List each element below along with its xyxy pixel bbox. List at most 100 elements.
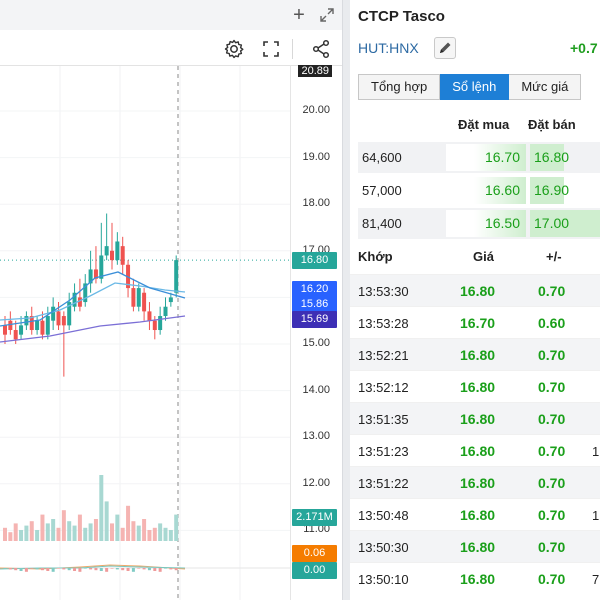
symbol-link[interactable]: HUT:HNX	[358, 40, 419, 56]
candle-body	[35, 321, 39, 330]
volume-bar	[169, 530, 173, 541]
volume-label: 2.171M	[292, 509, 337, 526]
add-icon[interactable]: +	[288, 3, 310, 27]
macd-histogram-bar	[148, 568, 151, 570]
orderbook-header-sell: Đặt bán	[528, 117, 576, 132]
volume-bar	[14, 523, 18, 541]
candle-body	[115, 241, 119, 260]
trade-time: 13:50:30	[358, 540, 409, 555]
fullscreen-icon[interactable]	[259, 37, 283, 61]
trade-row[interactable]: 13:50:10 16.80 0.70 7	[350, 562, 600, 594]
expand-icon[interactable]	[316, 3, 338, 27]
candle-body	[62, 316, 66, 325]
trade-row[interactable]: 13:53:28 16.70 0.60	[350, 306, 600, 338]
tab-2[interactable]: Mức giá	[509, 74, 581, 100]
trade-time: 13:52:21	[358, 348, 409, 363]
candle-body	[57, 311, 61, 325]
macd-histogram-bar	[14, 568, 17, 570]
price-tick-label: 12.00	[302, 477, 330, 489]
edit-symbol-button[interactable]	[434, 37, 456, 59]
trade-change: 0.70	[538, 443, 565, 459]
candle-body	[137, 288, 141, 307]
volume-bar	[57, 528, 61, 541]
macd-histogram-bar	[41, 568, 44, 570]
trade-row[interactable]: 13:53:30 16.80 0.70	[350, 274, 600, 306]
trade-row[interactable]: 13:51:23 16.80 0.70 1	[350, 434, 600, 466]
chart-pane[interactable]: +	[0, 0, 342, 600]
ma-value-label: 15.69	[292, 311, 337, 328]
settings-gear-icon[interactable]	[222, 37, 246, 61]
pane-divider[interactable]	[342, 0, 350, 600]
macd-histogram-bar	[4, 568, 7, 569]
orderbook-row[interactable]: 57,000 16.60 16.90	[358, 175, 600, 206]
macd-histogram-bar	[105, 568, 108, 572]
trade-time: 13:53:28	[358, 316, 409, 331]
macd-histogram-bar	[36, 568, 39, 569]
macd-histogram-bar	[116, 568, 119, 569]
candle-body	[153, 321, 157, 330]
price-change: +0.7	[570, 40, 598, 56]
trade-row[interactable]: 13:51:35 16.80 0.70	[350, 402, 600, 434]
orderbook-sell-price: 16.90	[530, 177, 600, 204]
candle-body	[3, 325, 7, 334]
orderbook-sell-price: 17.00	[530, 210, 600, 237]
trade-row[interactable]: 13:52:21 16.80 0.70	[350, 338, 600, 370]
candle-body	[99, 255, 103, 278]
trade-time: 13:50:10	[358, 572, 409, 587]
orderbook-buy-price: 16.70	[446, 144, 526, 171]
orderbook-header-buy: Đặt mua	[458, 117, 509, 132]
volume-bar	[19, 530, 23, 541]
trade-row[interactable]: 13:52:12 16.80 0.70	[350, 370, 600, 402]
trade-time: 13:51:22	[358, 476, 409, 491]
moving-average-line	[0, 283, 185, 320]
candle-body	[169, 297, 173, 302]
volume-bar	[35, 530, 39, 541]
orderbook-row[interactable]: 81,400 16.50 17.00	[358, 208, 600, 239]
candle-body	[46, 316, 50, 335]
stock-info-panel: CTCP Tasco HUT:HNX +0.7 Tổng hợp Sổ lệnh M…	[350, 0, 600, 600]
price-tick-label: 13.00	[302, 430, 330, 442]
tab-1[interactable]: Sổ lệnh	[440, 74, 509, 100]
macd-histogram-bar	[94, 568, 97, 570]
macd-value-label: 0.00	[292, 562, 337, 579]
orderbook-volume: 64,600	[362, 150, 402, 165]
macd-value-label: 0.06	[292, 545, 337, 562]
macd-histogram-bar	[111, 568, 114, 569]
macd-histogram-bar	[175, 568, 178, 570]
price-tick-label: 15.00	[302, 337, 330, 349]
share-icon[interactable]	[309, 37, 333, 61]
macd-histogram-bar	[20, 568, 23, 571]
macd-histogram-bar	[89, 568, 92, 569]
volume-bar	[51, 519, 55, 541]
volume-bar	[142, 519, 146, 541]
volume-bar	[67, 521, 71, 541]
volume-bar	[30, 521, 34, 541]
trade-price: 16.80	[460, 507, 495, 523]
price-tick-label: 20.00	[302, 104, 330, 116]
trade-price: 16.80	[460, 443, 495, 459]
pencil-icon	[435, 38, 455, 58]
trade-row[interactable]: 13:51:22 16.80 0.70	[350, 466, 600, 498]
candle-body	[110, 251, 114, 260]
candle-body	[158, 316, 162, 330]
trade-time: 13:52:12	[358, 380, 409, 395]
trade-row[interactable]: 13:50:48 16.80 0.70 1	[350, 498, 600, 530]
tab-0[interactable]: Tổng hợp	[358, 74, 440, 100]
price-chart[interactable]	[0, 66, 290, 600]
trade-time: 13:51:35	[358, 412, 409, 427]
orderbook-buy-price: 16.50	[446, 210, 526, 237]
volume-bar	[164, 528, 168, 541]
company-name: CTCP Tasco	[358, 8, 445, 25]
toolbar-separator	[292, 39, 293, 59]
macd-histogram-bar	[169, 568, 172, 569]
macd-histogram-bar	[78, 568, 81, 572]
candle-body	[19, 325, 23, 334]
candle-body	[14, 330, 18, 339]
trade-row[interactable]: 13:50:30 16.80 0.70	[350, 530, 600, 562]
trade-time: 13:50:48	[358, 508, 409, 523]
candle-body	[40, 321, 44, 335]
volume-bar	[147, 530, 151, 541]
trade-price: 16.80	[460, 379, 495, 395]
price-axis[interactable]: 20.8920.0019.0018.0017.0016.0015.0014.00…	[290, 66, 342, 600]
orderbook-row[interactable]: 64,600 16.70 16.80	[358, 142, 600, 173]
